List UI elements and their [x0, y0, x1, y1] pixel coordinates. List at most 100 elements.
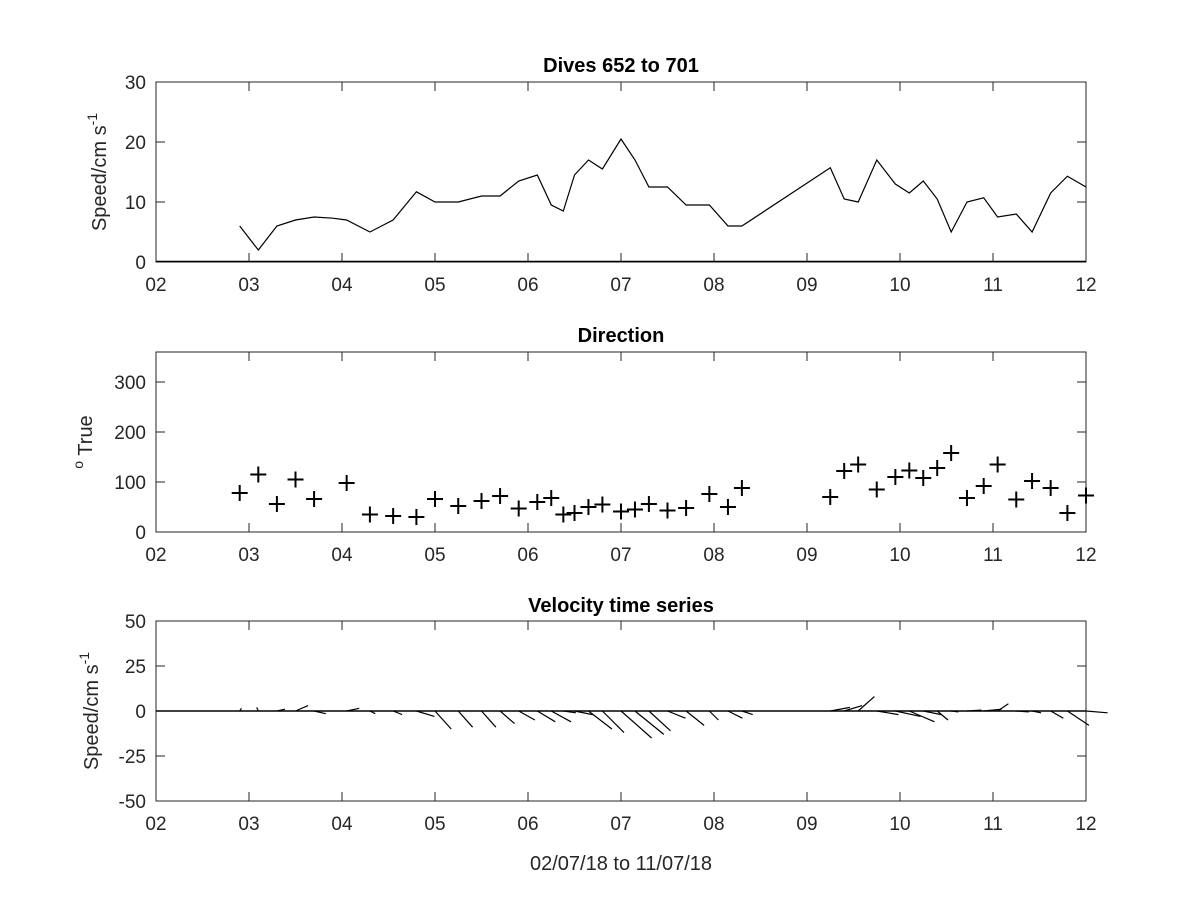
direction-xticks: 02 03 04 05 06 07 08 09 10 11 12 [145, 352, 1097, 566]
velocity-ytick-label: 50 [125, 612, 146, 633]
direction-xtick-label: 03 [238, 545, 259, 566]
direction-point [427, 491, 443, 507]
velocity-stick [1085, 710, 1108, 714]
direction-point [989, 456, 1006, 473]
velocity-xtick-label: 10 [889, 814, 910, 835]
velocity-stick [1050, 710, 1064, 719]
speed-ytick-label: 0 [135, 253, 146, 274]
velocity-stick [295, 705, 309, 712]
direction-point [543, 490, 560, 506]
direction-xtick-label: 09 [796, 545, 817, 566]
direction-point [975, 478, 992, 494]
velocity-ytick-label: -50 [119, 792, 146, 813]
velocity-stick [550, 710, 572, 723]
direction-point [659, 502, 676, 519]
velocity-stick [909, 710, 935, 723]
direction-point [943, 445, 960, 461]
speed-xtick-label: 08 [703, 275, 724, 296]
direction-point [361, 506, 378, 523]
velocity-stick [536, 710, 556, 723]
direction-point [250, 466, 267, 483]
direction-point [613, 503, 629, 520]
direction-point [901, 462, 918, 479]
velocity-stick [588, 710, 613, 730]
speed-xtick-label: 09 [796, 275, 817, 296]
velocity-stick [830, 706, 851, 712]
velocity-quivers [239, 696, 1108, 739]
direction-point [850, 456, 867, 473]
velocity-stick [457, 710, 474, 728]
direction-point [473, 493, 490, 509]
direction-point [1042, 480, 1059, 496]
velocity-stick [727, 710, 743, 719]
velocity-stick [563, 710, 576, 714]
velocity-stick [416, 710, 435, 717]
direction-point [287, 471, 304, 488]
velocity-stick [239, 707, 242, 712]
direction-point [733, 480, 750, 496]
direction-xtick-label: 06 [517, 545, 538, 566]
direction-point [887, 469, 904, 485]
velocity-stick [276, 708, 286, 712]
velocity-title: Velocity time series [528, 595, 714, 617]
velocity-xtick-label: 06 [517, 814, 538, 835]
direction-point [836, 463, 853, 479]
velocity-xlabel: 02/07/18 to 11/07/18 [530, 853, 712, 875]
direction-point [408, 509, 425, 525]
direction-point [268, 496, 285, 512]
direction-ylabel: o True [70, 415, 97, 468]
velocity-yticks: -50 -25 0 25 50 [119, 612, 1086, 813]
velocity-stick [620, 710, 652, 739]
speed-ylabel: Speed/cm s-1 [84, 113, 111, 231]
direction-xtick-label: 05 [424, 545, 445, 566]
direction-point [231, 485, 248, 501]
velocity-ylabel: Speed/cm s-1 [76, 652, 103, 770]
speed-axes-box [155, 81, 1087, 263]
direction-point [338, 475, 355, 491]
direction-xtick-label: 02 [145, 545, 166, 566]
speed-series-line [239, 137, 1087, 251]
velocity-stick [741, 710, 753, 716]
direction-ytick-label: 100 [114, 473, 146, 494]
velocity-xtick-label: 05 [424, 814, 445, 835]
velocity-ytick-label: 0 [135, 702, 146, 723]
direction-point [822, 489, 839, 505]
direction-point [1059, 505, 1076, 521]
velocity-stick [481, 710, 497, 728]
speed-ytick-label: 10 [125, 193, 146, 214]
direction-yticks: 0 100 200 300 [114, 373, 1086, 544]
velocity-stick [844, 705, 863, 712]
direction-xtick-label: 10 [889, 545, 910, 566]
direction-ytick-label: 200 [114, 423, 146, 444]
velocity-ylabel-sup: -1 [76, 652, 92, 665]
velocity-stick [256, 707, 259, 712]
direction-point [1008, 491, 1025, 508]
velocity-xtick-label: 04 [331, 814, 353, 835]
speed-yticks: 0 10 20 30 [125, 73, 1086, 274]
direction-point [958, 490, 975, 506]
velocity-stick [313, 710, 326, 715]
direction-point [1024, 473, 1041, 489]
direction-ylabel-sup: o [70, 461, 86, 469]
velocity-xtick-label: 02 [145, 814, 166, 835]
direction-point [1078, 487, 1094, 504]
speed-ytick-label: 20 [125, 133, 146, 154]
direction-point [868, 481, 885, 498]
velocity-stick [392, 710, 403, 716]
direction-point [492, 488, 509, 504]
speed-xticks: 02 03 04 05 06 07 08 09 10 11 12 [145, 82, 1097, 296]
speed-ylabel-sup: -1 [84, 113, 100, 126]
direction-markers [231, 445, 1094, 525]
direction-xtick-label: 12 [1075, 545, 1096, 566]
speed-title: Dives 652 to 701 [543, 55, 699, 77]
direction-title: Direction [578, 325, 665, 347]
direction-point [640, 496, 657, 512]
speed-xtick-label: 05 [424, 275, 445, 296]
velocity-stick [601, 710, 625, 734]
speed-ytick-label: 30 [125, 73, 146, 94]
velocity-stick [685, 710, 705, 726]
velocity-stick [667, 710, 686, 719]
direction-point [915, 470, 932, 486]
velocity-stick [936, 710, 949, 721]
